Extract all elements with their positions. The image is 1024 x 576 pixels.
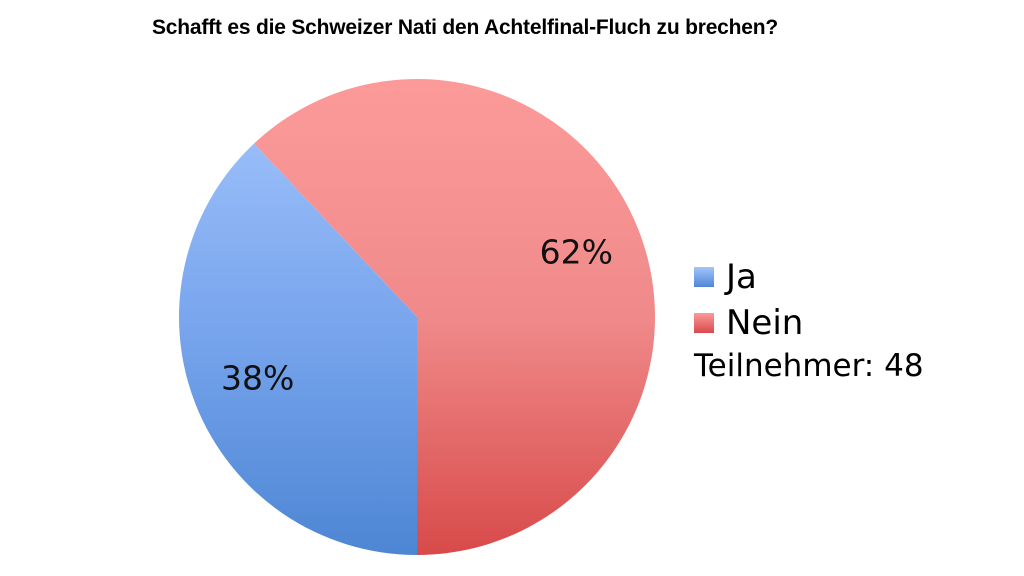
legend: Ja Nein Teilnehmer: 48 xyxy=(694,254,924,384)
participants-count: Teilnehmer: 48 xyxy=(694,348,924,384)
legend-swatch-nein xyxy=(694,313,714,333)
legend-item-ja: Ja xyxy=(694,254,924,300)
data-label-ja: 38% xyxy=(221,359,294,398)
legend-swatch-ja xyxy=(694,267,714,287)
data-label-nein: 62% xyxy=(540,232,613,271)
legend-item-nein: Nein xyxy=(694,300,924,346)
pie-slice-nein xyxy=(254,78,655,555)
legend-label-ja: Ja xyxy=(726,257,757,297)
legend-label-nein: Nein xyxy=(726,303,804,343)
pie-slice-ja xyxy=(179,143,417,555)
chart-title: Schafft es die Schweizer Nati den Achtel… xyxy=(151,16,779,39)
